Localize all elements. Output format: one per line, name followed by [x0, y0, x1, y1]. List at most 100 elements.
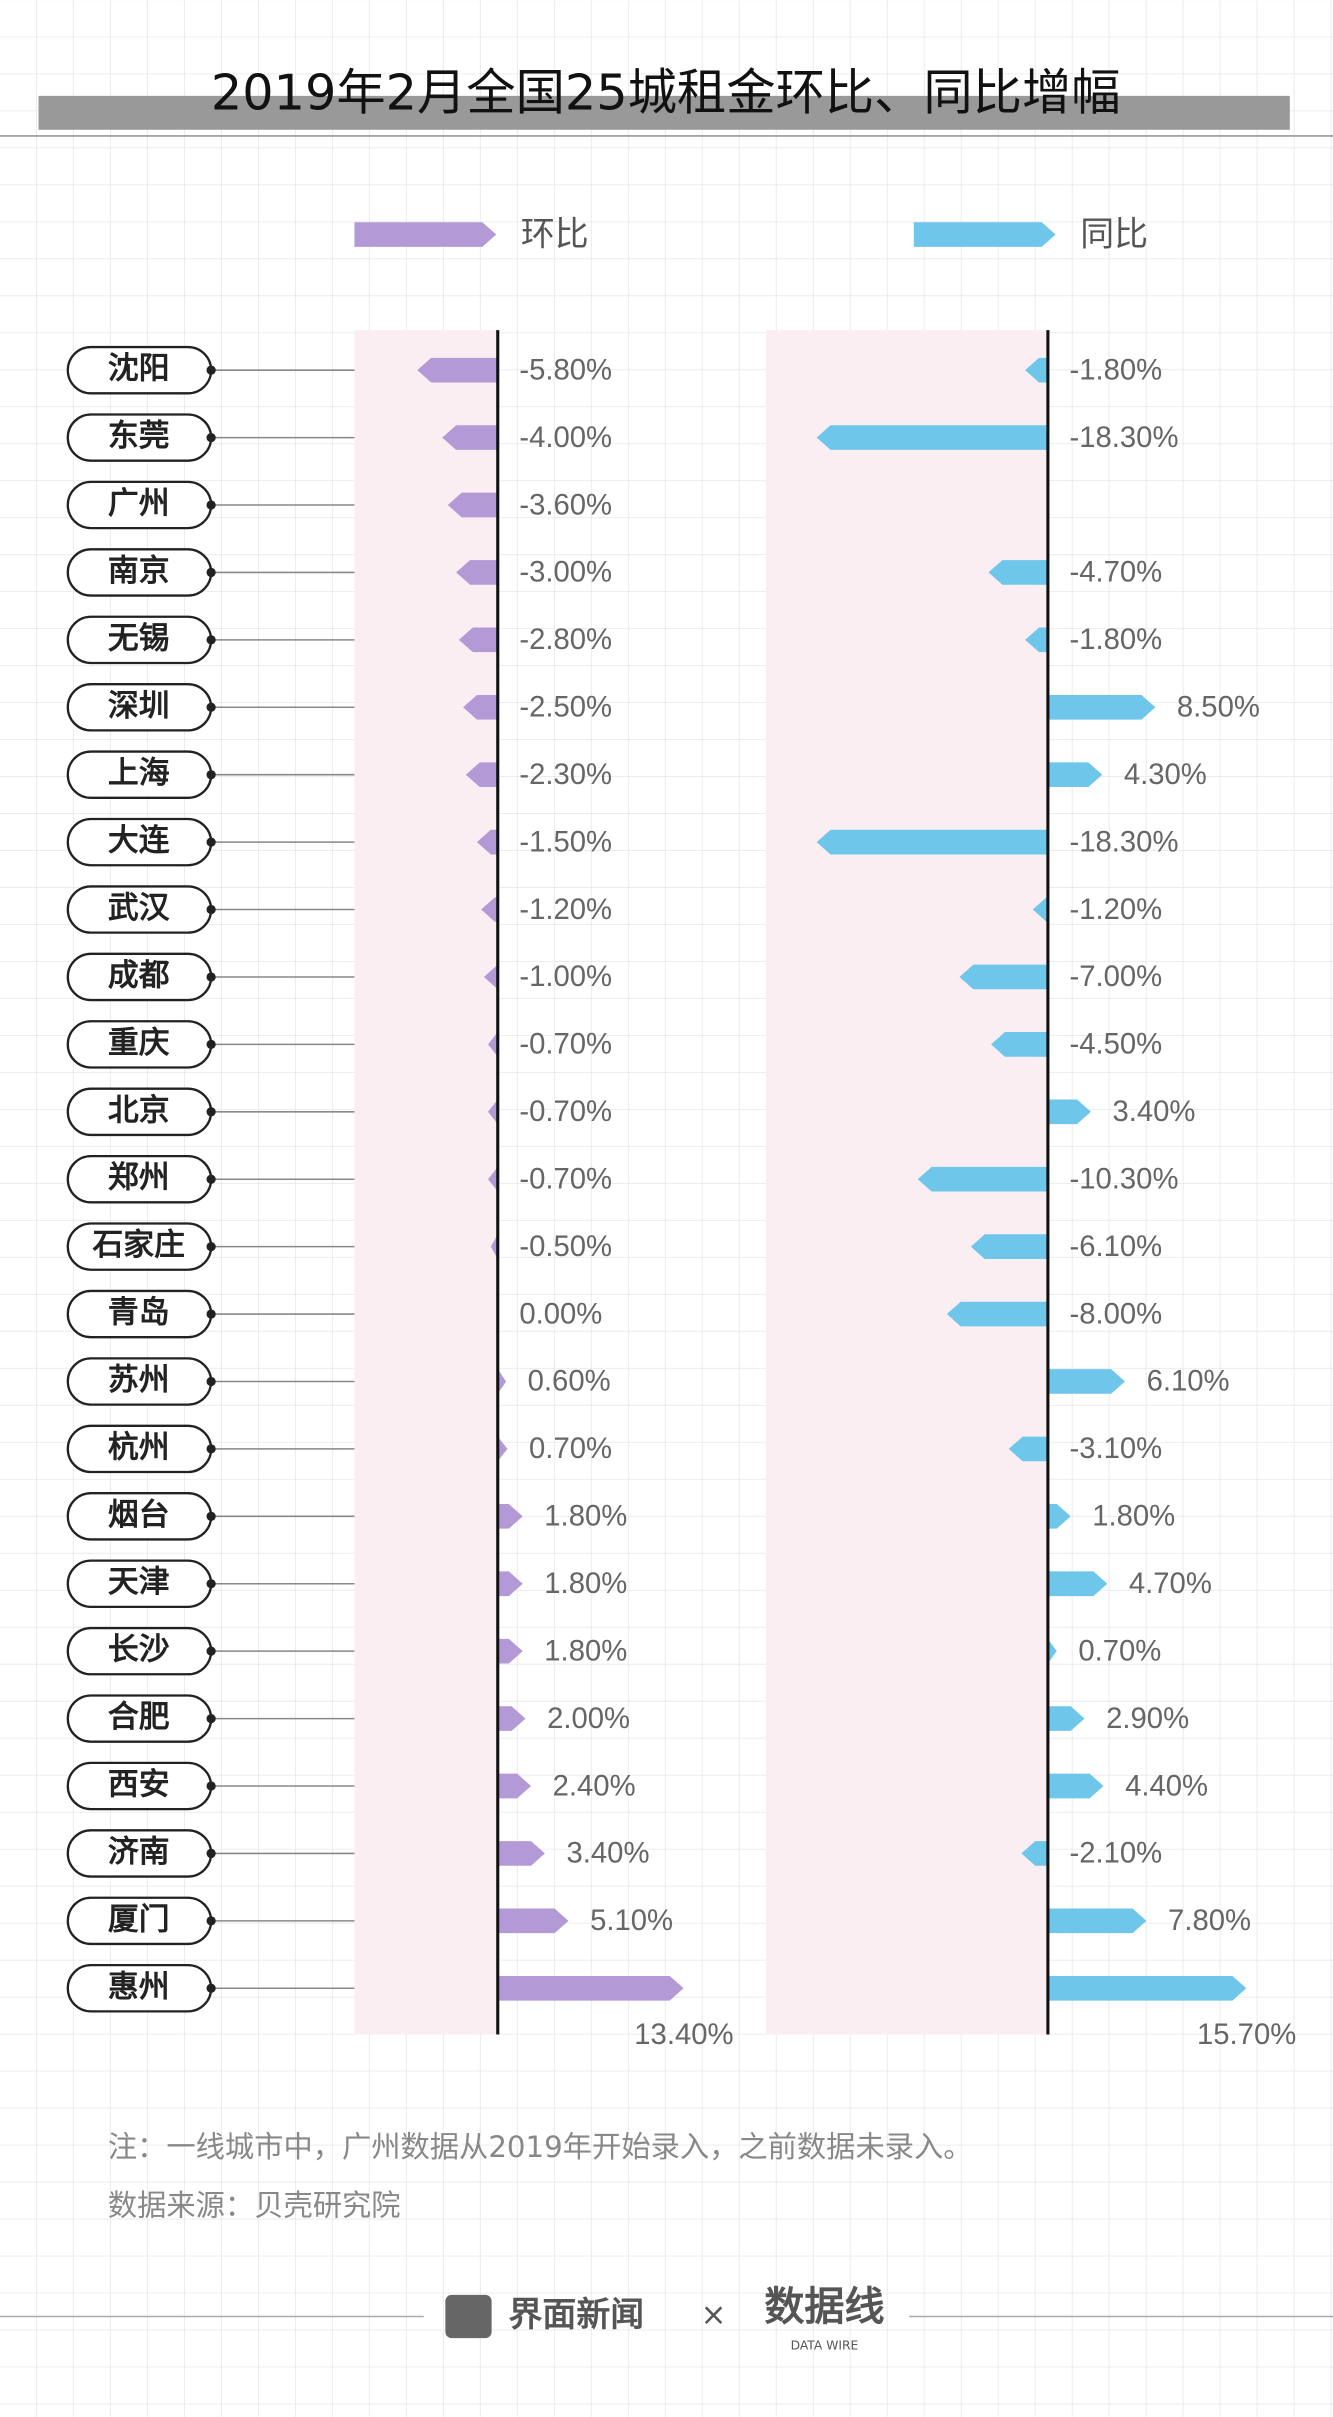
- value-label: 2.90%: [1106, 1703, 1189, 1735]
- city-label: 合肥: [108, 1699, 170, 1735]
- value-label: -3.60%: [519, 489, 612, 521]
- bar: [1047, 762, 1103, 788]
- city-label: 大连: [108, 823, 170, 859]
- value-label: -1.80%: [1069, 354, 1162, 386]
- value-label: -10.30%: [1069, 1163, 1178, 1195]
- city-label: 重庆: [108, 1025, 170, 1061]
- bar: [497, 1638, 523, 1664]
- value-label: -18.30%: [1069, 826, 1178, 858]
- value-label: -4.50%: [1069, 1029, 1162, 1061]
- bar: [1008, 1436, 1048, 1462]
- bar: [497, 1841, 545, 1866]
- leader-dot: [206, 1916, 216, 1926]
- leader-dot: [206, 1646, 216, 1656]
- value-label: -2.10%: [1069, 1838, 1162, 1870]
- bar: [456, 560, 498, 585]
- city-label: 济南: [108, 1834, 170, 1870]
- bar: [497, 1706, 526, 1731]
- city-label: 苏州: [108, 1362, 170, 1398]
- leader-dot: [206, 432, 216, 443]
- value-label: -1.00%: [519, 961, 612, 993]
- value-label: -2.50%: [519, 692, 612, 724]
- bar: [1047, 1099, 1091, 1125]
- value-label: 0.70%: [529, 1433, 612, 1465]
- city-label: 西安: [108, 1767, 170, 1803]
- bar: [1047, 1638, 1057, 1664]
- city-label: 厦门: [108, 1901, 170, 1937]
- leader-dot: [206, 837, 216, 847]
- leader-dot: [206, 1511, 216, 1521]
- value-label: -5.80%: [519, 354, 612, 386]
- bar: [483, 964, 498, 990]
- brand: 界面新闻: [509, 2295, 645, 2334]
- leader-dot: [206, 635, 216, 645]
- leader-dot: [206, 1983, 216, 1993]
- separator: ×: [701, 2297, 727, 2333]
- city-label: 石家庄: [91, 1227, 184, 1263]
- bar: [463, 694, 498, 720]
- bar: [816, 829, 1048, 855]
- bar: [1025, 357, 1048, 383]
- value-label: 3.40%: [566, 1838, 649, 1870]
- value-label: 4.30%: [1124, 759, 1207, 791]
- chart-title: 2019年2月全国25城租金环比、同比增幅: [211, 63, 1121, 121]
- leader-dot: [206, 904, 216, 915]
- value-label: 1.80%: [544, 1568, 627, 1600]
- bar: [497, 1503, 523, 1529]
- bar: [1021, 1841, 1048, 1866]
- value-label: -0.70%: [519, 1096, 612, 1128]
- leader-dot: [206, 1848, 216, 1859]
- bar: [946, 1301, 1048, 1327]
- city-label: 上海: [108, 755, 170, 791]
- bar: [991, 1032, 1048, 1057]
- value-label: -4.70%: [1069, 557, 1162, 589]
- bar: [497, 1773, 532, 1799]
- value-label: 1.80%: [544, 1635, 627, 1667]
- legend-swatch: [913, 222, 1056, 247]
- value-label: 0.60%: [528, 1366, 611, 1398]
- leader-dot: [206, 1579, 216, 1589]
- value-label: 6.10%: [1147, 1366, 1230, 1398]
- bar: [488, 1166, 498, 1192]
- city-label: 东莞: [108, 418, 170, 454]
- leader-dot: [206, 567, 216, 578]
- city-label: 沈阳: [108, 351, 170, 387]
- value-label: -1.20%: [519, 894, 612, 926]
- value-label: -6.10%: [1069, 1231, 1162, 1263]
- bar: [959, 964, 1048, 990]
- value-label: -3.10%: [1069, 1433, 1162, 1465]
- leader-dot: [206, 365, 216, 375]
- title-band: [38, 95, 1290, 130]
- bar: [988, 560, 1048, 585]
- bar: [816, 425, 1048, 450]
- city-label: 青岛: [108, 1295, 170, 1331]
- note: 注：一线城市中，广州数据从2019年开始录入，之前数据未录入。: [108, 2130, 973, 2164]
- bar: [1047, 1908, 1147, 1934]
- bar: [970, 1234, 1048, 1259]
- city-label: 广州: [108, 486, 170, 522]
- city-label: 深圳: [108, 688, 170, 724]
- leader-dot: [206, 972, 216, 982]
- partner: 数据线: [764, 2284, 884, 2330]
- value-label: -2.30%: [519, 759, 612, 791]
- bar: [481, 897, 498, 922]
- city-label: 烟台: [108, 1497, 170, 1533]
- leader-dot: [206, 702, 216, 712]
- bar: [1047, 1773, 1104, 1799]
- bar: [1047, 1503, 1071, 1529]
- value-label: 0.70%: [1078, 1635, 1161, 1667]
- value-label: 7.80%: [1168, 1905, 1251, 1937]
- bar: [488, 1099, 498, 1125]
- city-label: 郑州: [108, 1160, 170, 1196]
- bar: [1047, 1706, 1085, 1731]
- legend-label: 环比: [521, 215, 589, 254]
- value-label: -0.70%: [519, 1029, 612, 1061]
- value-label: -1.20%: [1069, 894, 1162, 926]
- bar: [442, 425, 498, 450]
- city-label: 长沙: [108, 1632, 170, 1668]
- value-label: 1.80%: [1092, 1501, 1175, 1533]
- bar: [497, 1436, 508, 1462]
- partner-sub: DATA WIRE: [791, 2338, 859, 2352]
- value-label: 4.70%: [1129, 1568, 1212, 1600]
- bar: [917, 1166, 1048, 1192]
